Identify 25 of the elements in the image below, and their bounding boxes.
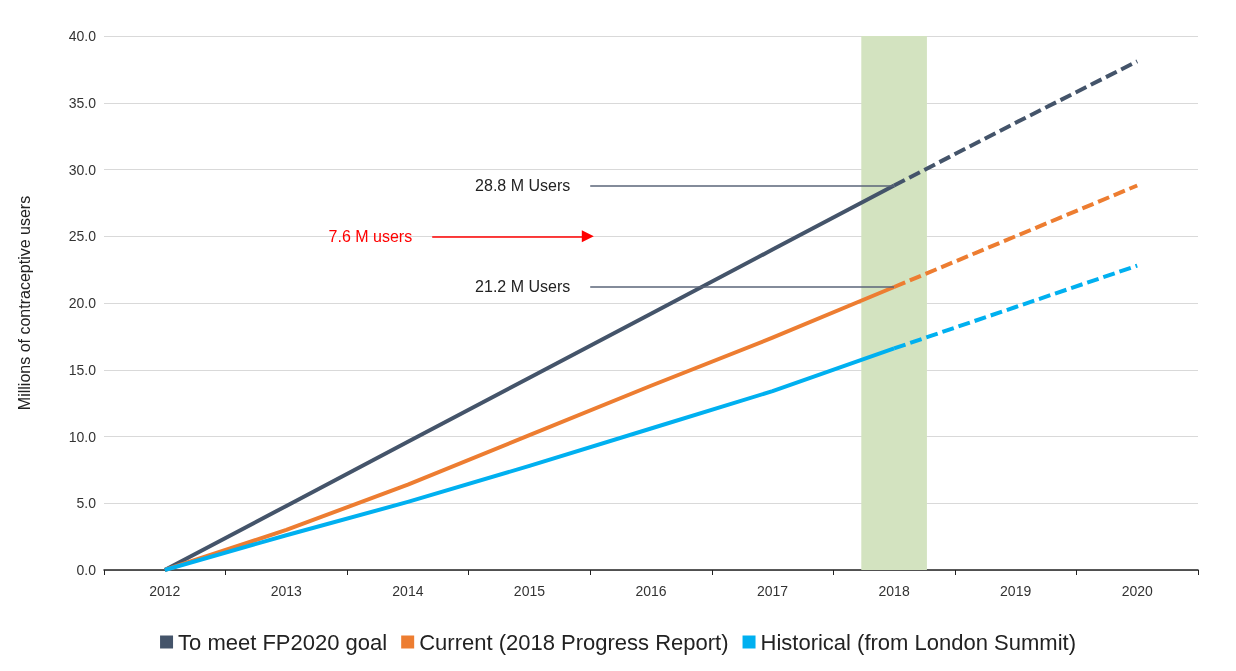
x-tick-label: 2017 [756, 583, 789, 599]
annotation: 28.8 M Users [475, 177, 571, 195]
x-tick-label: 2015 [513, 583, 546, 599]
y-tick-label: 10.0 [68, 428, 97, 445]
y-tick-label: 30.0 [68, 161, 97, 178]
x-tick-label: 2018 [878, 583, 910, 599]
y-tick-label: 40.0 [68, 28, 97, 44]
y-tick-label: 0.0 [76, 562, 97, 578]
annotation: 21.2 M Users [475, 278, 571, 296]
x-tick-label: 2019 [1000, 583, 1032, 599]
y-tick-label: 25.0 [68, 228, 97, 245]
y-tick-label: 5.0 [76, 495, 97, 512]
x-tick-label: 2013 [270, 583, 303, 599]
y-axis-title: Millions of contraceptive users [15, 195, 33, 411]
legend-label: Current (2018 Progress Report) [419, 629, 729, 655]
y-tick-label: 35.0 [68, 94, 97, 111]
y-tick-label: 15.0 [68, 361, 97, 378]
x-tick-label: 2012 [149, 583, 181, 599]
x-tick-label: 2016 [635, 583, 667, 599]
annotation: 7.6 M users [328, 227, 413, 245]
legend-label: Historical (from London Summit) [760, 629, 1076, 655]
x-tick-label: 2020 [1121, 583, 1153, 599]
x-tick-label: 2014 [392, 583, 424, 599]
y-tick-label: 20.0 [68, 295, 97, 311]
legend-label: To meet FP2020 goal [178, 629, 388, 655]
